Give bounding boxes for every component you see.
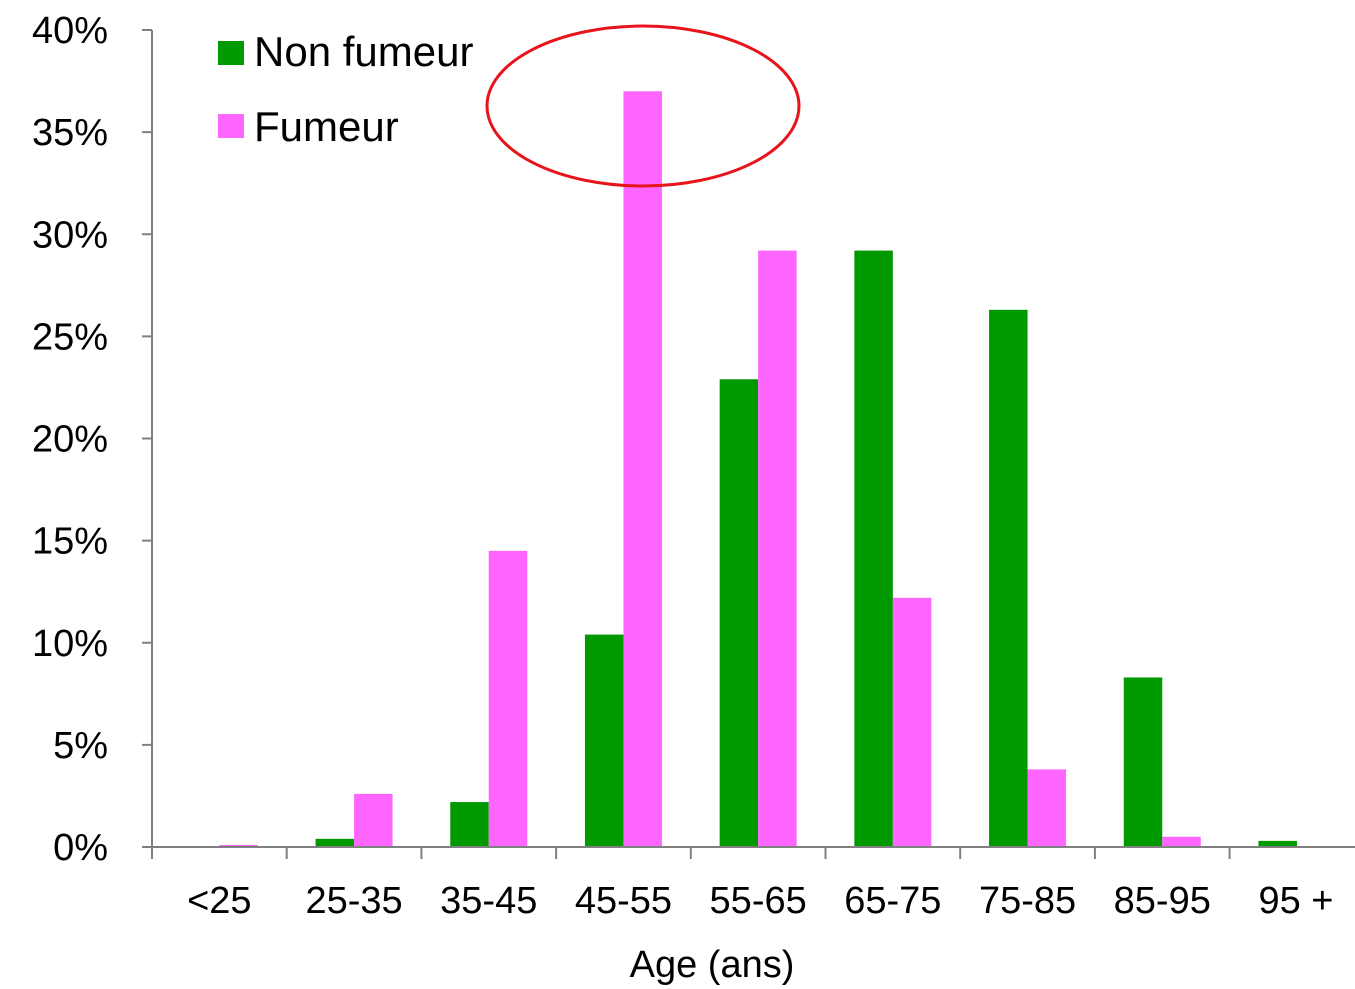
legend-label-non-fumeur: Non fumeur	[254, 28, 473, 75]
axes	[151, 30, 1355, 848]
legend-swatch-fumeur	[218, 114, 244, 138]
x-axis-label: Age (ans)	[630, 944, 795, 986]
x-tick-label: 25-35	[305, 880, 402, 922]
bar-fumeur	[892, 597, 932, 847]
legend-label-fumeur: Fumeur	[254, 103, 399, 150]
y-tick-label: 20%	[32, 419, 108, 461]
bar-fumeur	[219, 844, 258, 847]
y-tick-label: 40%	[32, 10, 108, 52]
y-tick-label: 30%	[32, 214, 108, 256]
bar-non-fumeur	[450, 802, 489, 847]
x-tick-label: 65-75	[844, 880, 941, 922]
y-tick-label: 10%	[32, 623, 108, 665]
y-tick-label: 25%	[32, 316, 108, 358]
x-tick-label: 95 +	[1258, 880, 1333, 922]
bar-non-fumeur	[584, 634, 624, 847]
x-axis-ticks: <25 25-35 35-45 45-55 55-65 65-75 75-85 85-95 95…	[151, 847, 1334, 922]
y-axis-ticks: 0% 5% 10% 15% 20% 25% 30% 35% 40%	[32, 10, 152, 869]
legend: Non fumeur Fumeur	[218, 28, 473, 150]
y-tick-label: 35%	[32, 112, 108, 154]
x-tick-label: 45-55	[575, 880, 672, 922]
y-tick-label: 5%	[53, 725, 108, 767]
y-tick-label: 15%	[32, 521, 108, 563]
bar-fumeur	[488, 550, 528, 847]
legend-swatch-non-fumeur	[218, 41, 244, 65]
bar-fumeur	[1162, 836, 1201, 847]
bar-fumeur	[354, 793, 393, 847]
bar-non-fumeur	[1258, 840, 1297, 847]
y-tick-label: 0%	[53, 827, 108, 869]
x-tick-label: 85-95	[1114, 880, 1211, 922]
highlight-ellipse	[485, 24, 801, 188]
bar-non-fumeur	[719, 379, 759, 847]
bars	[219, 91, 1297, 848]
bar-fumeur	[1027, 769, 1067, 847]
x-tick-label: 55-65	[710, 880, 807, 922]
bar-non-fumeur	[1123, 677, 1163, 847]
bar-non-fumeur	[315, 838, 355, 847]
x-tick-label: 35-45	[440, 880, 537, 922]
bar-fumeur	[758, 250, 797, 848]
bar-non-fumeur	[854, 250, 893, 848]
bar-non-fumeur	[989, 309, 1028, 847]
x-tick-label: 75-85	[979, 880, 1076, 922]
x-tick-label: <25	[187, 880, 251, 922]
bar-fumeur	[623, 91, 662, 847]
